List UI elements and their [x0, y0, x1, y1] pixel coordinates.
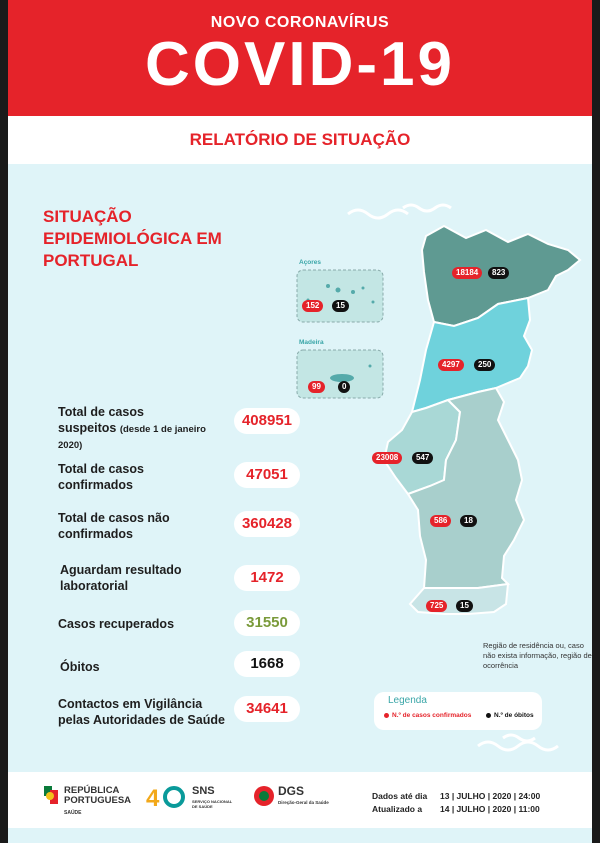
- subheader-bar: RELATÓRIO DE SITUAÇÃO: [8, 116, 592, 164]
- sns-40-logo-icon: 4: [146, 785, 185, 810]
- republica-logo: REPÚBLICA PORTUGUESA: [64, 786, 131, 806]
- dgs-logo-icon: [254, 786, 274, 806]
- atualizado-value: 14 | JULHO | 2020 | 11:00: [440, 804, 540, 814]
- section-title: SITUAÇÃO EPIDEMIOLÓGICA EM PORTUGAL: [43, 206, 222, 272]
- stat-label-note: 2020): [58, 440, 83, 451]
- island-label-madeira: Madeira: [299, 339, 324, 346]
- badge-alentejo-cases: 586: [430, 515, 452, 527]
- stat-label-line: Total de casos não: [58, 511, 170, 525]
- badge-lisboa-cases: 23008: [372, 452, 403, 464]
- sns-logo: SNS: [192, 785, 215, 797]
- legend-deaths-label: N.º de óbitos: [494, 712, 534, 719]
- badge-madeira-cases: 99: [308, 381, 325, 393]
- legend-cases-label: N.º de casos confirmados: [392, 712, 472, 719]
- stat-label-line: laboratorial: [60, 579, 129, 593]
- stat-label-aguardam: Aguardam resultado laboratorial: [60, 562, 182, 594]
- stat-label-line: Contactos em Vigilância: [58, 697, 203, 711]
- section-title-line2: EPIDEMIOLÓGICA EM: [43, 229, 222, 248]
- footer: REPÚBLICA PORTUGUESA SAÚDE 4 SNS SERVIÇO…: [8, 772, 592, 828]
- header-superscript: NOVO CORONAVÍRUS: [210, 14, 390, 31]
- badge-madeira-deaths: 0: [338, 381, 351, 393]
- republica-line2: PORTUGUESA: [64, 795, 132, 806]
- section-title-line1: SITUAÇÃO: [43, 207, 132, 226]
- sns-sub: SERVIÇO NACIONAL DE SAÚDE: [192, 799, 233, 809]
- svg-text:4: 4: [146, 785, 160, 810]
- stat-label-line: Total de casos: [58, 405, 144, 419]
- stat-label-line: Óbitos: [60, 660, 100, 674]
- report-page: NOVO CORONAVÍRUS COVID-19 RELATÓRIO DE S…: [8, 0, 592, 843]
- stat-label-confirmados: Total de casos confirmados: [58, 461, 144, 493]
- stat-label-line: confirmados: [58, 527, 134, 541]
- stat-value-suspeitos: 408951: [234, 408, 300, 434]
- stat-label-suspeitos: Total de casos suspeitos (desde 1 de jan…: [58, 404, 206, 454]
- legend-deaths: N.º de óbitos: [486, 712, 534, 719]
- stat-label-line: Total de casos: [58, 462, 144, 476]
- republica-line1: REPÚBLICA: [64, 785, 120, 796]
- stat-label-recuperados: Casos recuperados: [58, 616, 174, 632]
- stat-label-line: pelas Autoridades de Saúde: [58, 713, 225, 727]
- section-title-line3: PORTUGAL: [43, 251, 139, 270]
- legend-title: Legenda: [388, 695, 427, 706]
- stat-value-nao-confirmados: 360428: [234, 511, 300, 537]
- badge-acores-deaths: 15: [332, 300, 349, 312]
- wave-decoration-bottom: [477, 733, 559, 752]
- header-banner: NOVO CORONAVÍRUS COVID-19: [8, 0, 592, 116]
- dgs-sub: Direção-Geral da Saúde: [278, 800, 329, 805]
- badge-norte-cases: 18184: [452, 267, 483, 279]
- stat-label-line: Aguardam resultado: [60, 563, 182, 577]
- stat-label-contactos: Contactos em Vigilância pelas Autoridade…: [58, 696, 225, 728]
- stat-value-contactos: 34641: [234, 696, 300, 722]
- region-note: Região de residência ou, caso não exista…: [483, 641, 592, 670]
- red-dot-icon: [384, 712, 389, 718]
- black-dot-icon: [486, 712, 491, 718]
- stat-label-note: (desde 1 de janeiro: [119, 424, 206, 435]
- dados-value: 13 | JULHO | 2020 | 24:00: [440, 791, 541, 801]
- wave-decoration-top: [347, 203, 452, 220]
- island-label-acores: Açores: [299, 259, 322, 266]
- stat-value-obitos: 1668: [234, 651, 300, 677]
- badge-centro-deaths: 250: [474, 359, 496, 371]
- atualizado-label: Atualizado a: [372, 804, 423, 814]
- legend-cases: N.º de casos confirmados: [384, 712, 471, 719]
- legend-box: Legenda N.º de casos confirmados N.º de …: [374, 692, 542, 730]
- saude-label: SAÚDE: [64, 810, 82, 816]
- stat-value-aguardam: 1472: [234, 565, 300, 591]
- header-title: COVID-19: [145, 30, 455, 99]
- stat-label-obitos: Óbitos: [60, 659, 100, 675]
- badge-alentejo-deaths: 18: [460, 515, 477, 527]
- stat-label-line: confirmados: [58, 478, 134, 492]
- stat-value-confirmados: 47051: [234, 462, 300, 488]
- dgs-logo: DGS: [278, 784, 305, 798]
- republica-emblem-icon: [44, 786, 58, 804]
- badge-centro-cases: 4297: [438, 359, 464, 371]
- dados-label: Dados até dia: [372, 791, 428, 801]
- stat-label-line: Casos recuperados: [58, 617, 175, 631]
- acores-inset: [296, 269, 384, 323]
- badge-acores-cases: 152: [302, 300, 324, 312]
- stat-label-nao-confirmados: Total de casos não confirmados: [58, 510, 170, 542]
- badge-algarve-cases: 725: [426, 600, 448, 612]
- stat-label-line: suspeitos: [58, 421, 117, 435]
- badge-norte-deaths: 823: [488, 267, 510, 279]
- stat-value-recuperados: 31550: [234, 610, 300, 636]
- report-title: RELATÓRIO DE SITUAÇÃO: [189, 130, 411, 149]
- badge-lisboa-deaths: 547: [412, 452, 434, 464]
- badge-algarve-deaths: 15: [456, 600, 473, 612]
